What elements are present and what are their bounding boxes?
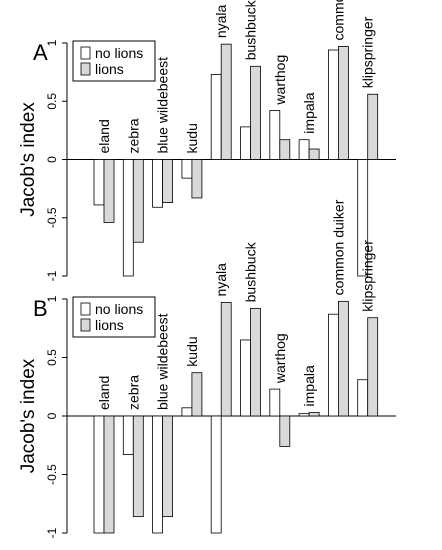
bar-lions [337,300,349,417]
y-axis-title: Jacob's index [18,102,39,217]
bar-no-lions [327,49,339,160]
bar-no-lions [269,110,281,160]
bar-lions [162,415,174,518]
category-label: common duiker [330,199,346,295]
category-label: blue wildebeest [155,57,171,154]
bar-lions [250,307,261,417]
bar-no-lions [298,413,310,417]
bar-no-lions [181,407,193,417]
bar-lions [308,412,320,417]
bar-lions [220,43,232,160]
bar-no-lions [210,74,222,160]
y-tick-label: -0.5 [45,207,59,228]
y-tick-label: 0.5 [45,349,59,366]
bar-lions [308,148,320,160]
category-label: kudu [184,336,200,366]
bar-no-lions [152,415,164,534]
bar-lions [279,139,291,160]
legend-label: no lions [95,301,143,317]
category-label: common duiker [330,0,346,40]
legend-swatch-no-lions [80,302,91,316]
category-label: zebra [125,118,141,153]
y-tick-label: 1 [45,295,59,302]
bar-no-lions [210,415,222,534]
category-label: eland [96,119,112,153]
category-label: blue wildebeest [155,313,171,410]
bar-no-lions [93,415,105,534]
y-tick-label: 0 [45,156,59,163]
bar-lions [250,65,261,160]
bar-lions [132,415,144,518]
bar-no-lions [327,313,339,417]
bar-lions [162,159,174,204]
bar-no-lions [269,388,281,417]
category-label: nyala [213,4,229,38]
bar-no-lions [240,126,251,160]
bar-lions [367,93,379,160]
y-axis-title: Jacob's index [18,358,39,473]
category-label: klipspringer [360,240,376,312]
bar-no-lions [122,415,134,456]
bar-lions [132,159,144,243]
category-label: klipspringer [360,16,376,88]
bar-lions [191,372,203,417]
y-tick-label: 0.5 [45,93,59,110]
y-tick-label: 0 [45,412,59,419]
category-label: nyala [213,263,229,297]
bar-no-lions [93,159,105,206]
bar-no-lions [240,339,251,417]
y-tick-label: -1 [45,270,59,281]
bar-lions [337,46,349,160]
legend-label: lions [95,61,124,77]
category-label: warthog [272,333,288,384]
legend-swatch-lions [80,318,91,332]
category-label: bushbuck [243,241,259,302]
y-tick-label: -0.5 [45,464,59,485]
legend-swatch-lions [80,62,91,76]
legend-label: no lions [95,45,143,61]
panel-letter: B [33,296,48,321]
category-label: warthog [272,55,288,106]
category-label: zebra [125,375,141,410]
y-tick-label: 1 [45,39,59,46]
legend-label: lions [95,317,124,333]
category-label: eland [96,376,112,410]
bar-lions [279,415,291,447]
category-label: impala [301,365,317,406]
bar-no-lions [298,139,310,160]
bar-no-lions [181,159,193,179]
y-tick-label: -1 [45,527,59,538]
legend-swatch-no-lions [80,46,91,60]
panel-letter: A [33,40,48,65]
bar-no-lions [357,159,369,277]
bar-no-lions [122,159,134,277]
bar-lions [103,415,115,534]
bar-lions [367,317,379,417]
category-label: impala [301,92,317,133]
bar-lions [220,302,232,417]
bar-lions [191,159,203,199]
bar-lions [103,159,115,223]
bar-no-lions [152,159,164,208]
category-label: kudu [184,123,200,153]
category-label: bushbuck [243,0,259,60]
bar-no-lions [357,379,369,417]
